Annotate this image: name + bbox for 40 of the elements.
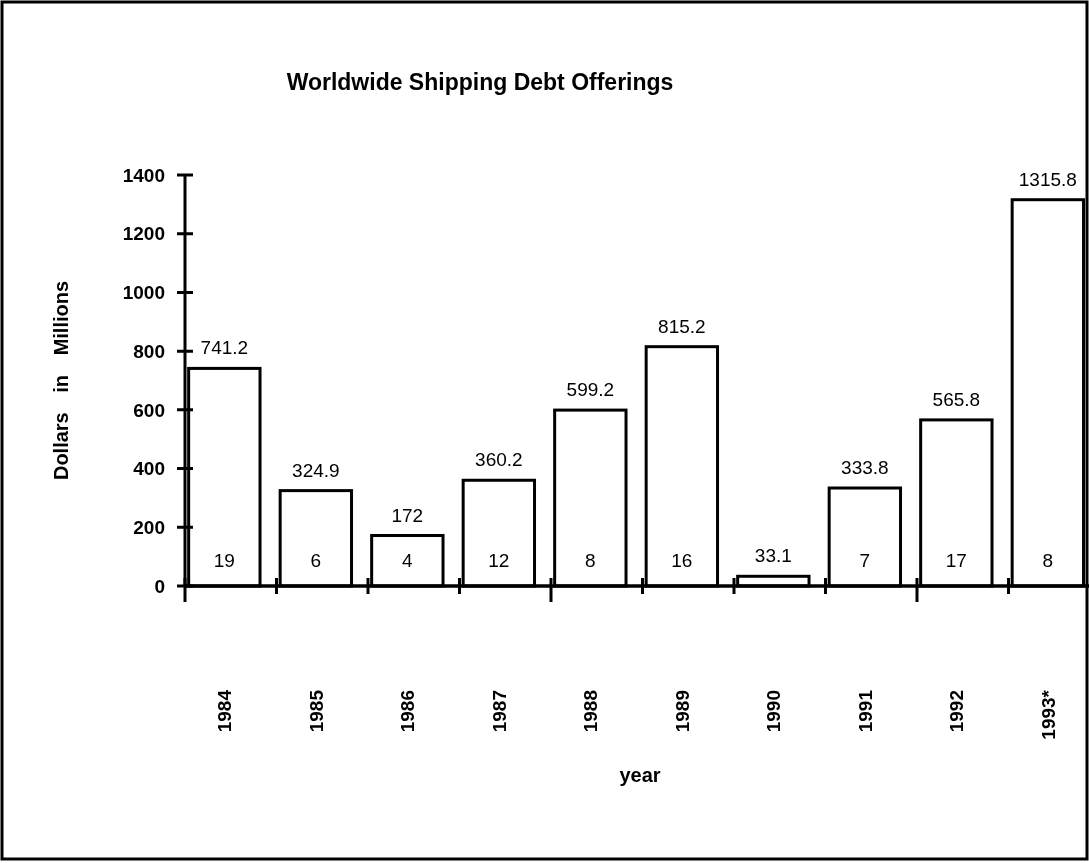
data-label: 33.1 [754,545,792,567]
x-tick-label: 1993* [1037,689,1059,740]
annotation: 19 [213,549,235,571]
x-tick-label: 1986 [396,690,418,733]
y-tick-label: 400 [133,458,165,480]
annotation: 8 [1042,549,1054,571]
annotation: 8 [585,549,596,571]
x-tick-label: 1984 [213,689,235,733]
y-tick-label: 0 [154,575,165,597]
data-label: 599.2 [566,379,615,401]
annotation: 6 [310,549,322,571]
data-label: 815.2 [658,315,706,337]
y-axis-title: Dollars in Millions [50,280,72,481]
y-tick-label: 1000 [122,282,165,304]
x-tick-label: 1989 [671,690,693,733]
data-label: 324.9 [292,459,340,481]
y-tick-label: 800 [133,340,165,362]
data-label: 172 [391,504,424,526]
x-tick-label: 1987 [488,690,510,733]
data-label: 1315.8 [1018,168,1077,190]
y-tick-label: 600 [133,399,165,421]
y-tick-label: 1400 [122,164,165,186]
data-label: 360.2 [475,449,523,471]
annotation: 16 [671,549,693,571]
chart-title: Worldwide Shipping Debt Offerings [286,69,674,95]
x-tick-label: 1988 [579,690,601,733]
annotation: 12 [488,549,510,571]
x-tick-label: 1985 [305,689,327,733]
y-tick-label: 200 [133,516,165,538]
data-label: 741.2 [200,337,249,359]
y-tick-label: 1200 [122,223,165,245]
x-tick-label: 1991 [854,689,876,733]
annotation: 17 [945,549,967,571]
annotation: 4 [402,549,414,571]
annotation: 7 [859,549,871,571]
x-axis-title: year [619,764,661,786]
data-label: 565.8 [932,388,981,410]
data-label: 333.8 [841,457,889,479]
x-tick-label: 1992 [945,690,967,733]
x-tick-label: 1990 [762,690,784,733]
